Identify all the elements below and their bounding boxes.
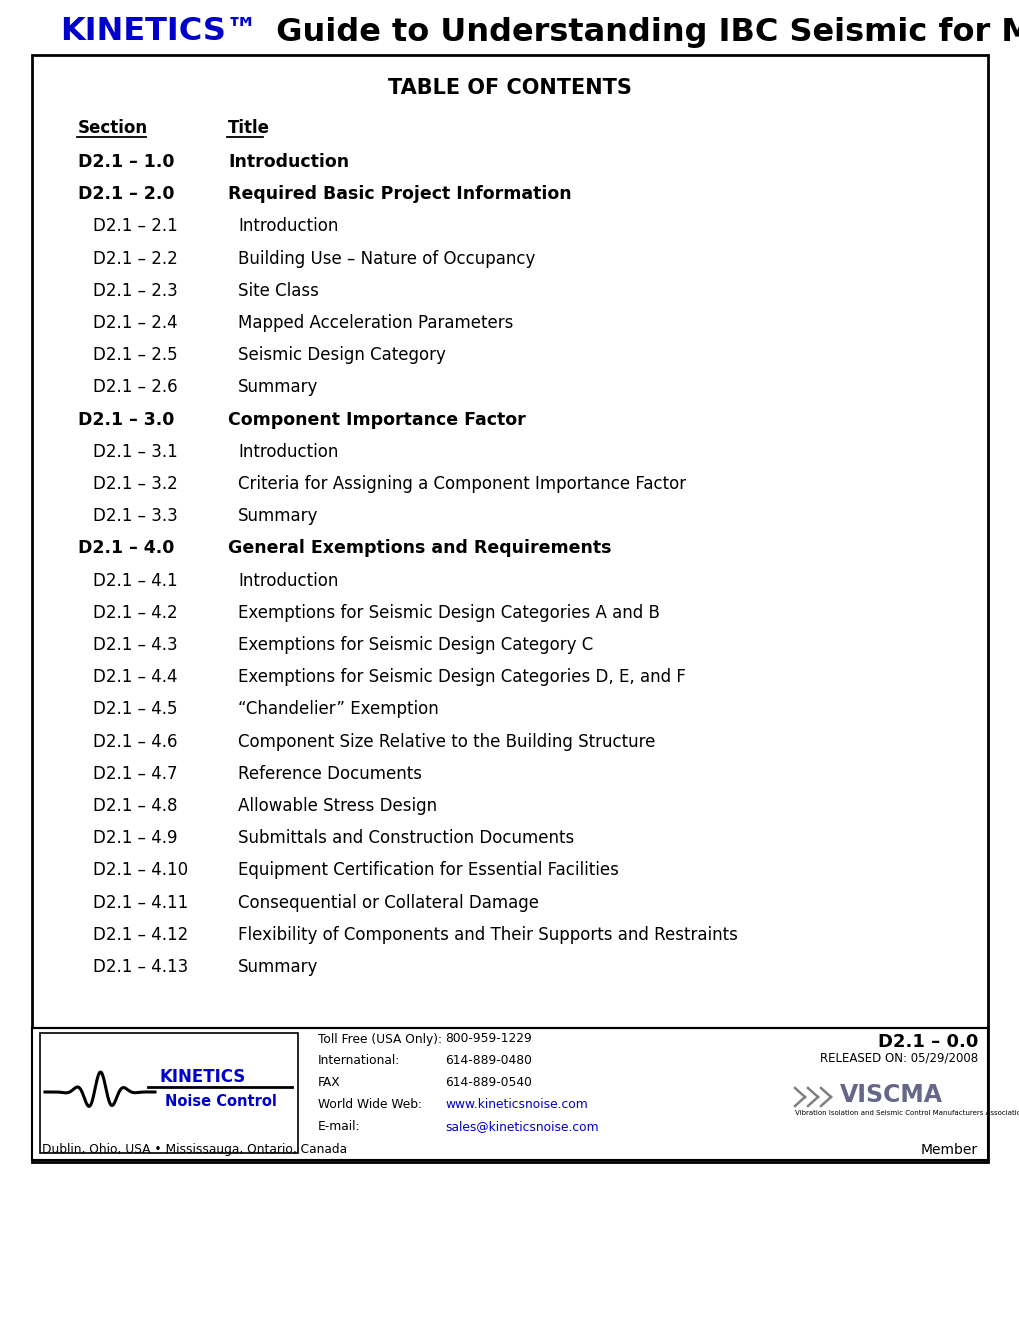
- Text: Toll Free (USA Only):: Toll Free (USA Only):: [318, 1032, 441, 1045]
- Text: Exemptions for Seismic Design Categories D, E, and F: Exemptions for Seismic Design Categories…: [237, 668, 685, 686]
- Text: TABLE OF CONTENTS: TABLE OF CONTENTS: [42, 1035, 214, 1049]
- Text: Introduction: Introduction: [237, 572, 338, 590]
- Text: International:: International:: [318, 1055, 399, 1068]
- Text: D2.1 – 4.4: D2.1 – 4.4: [93, 668, 177, 686]
- Text: TABLE OF CONTENTS: TABLE OF CONTENTS: [387, 78, 632, 98]
- Text: Summary: Summary: [237, 958, 318, 975]
- Text: Flexibility of Components and Their Supports and Restraints: Flexibility of Components and Their Supp…: [237, 925, 737, 944]
- Text: D2.1 – 4.13: D2.1 – 4.13: [93, 958, 189, 975]
- Text: D2.1 – 0.0: D2.1 – 0.0: [876, 1034, 977, 1051]
- Text: General Exemptions and Requirements: General Exemptions and Requirements: [228, 540, 611, 557]
- Text: Criteria for Assigning a Component Importance Factor: Criteria for Assigning a Component Impor…: [237, 475, 686, 492]
- Text: Introduction: Introduction: [237, 218, 338, 235]
- Text: www.kineticsnoise.com: www.kineticsnoise.com: [444, 1098, 587, 1111]
- Text: Dublin, Ohio, USA • Mississauga, Ontario, Canada: Dublin, Ohio, USA • Mississauga, Ontario…: [42, 1143, 346, 1156]
- Text: Consequential or Collateral Damage: Consequential or Collateral Damage: [237, 894, 538, 912]
- Text: Submittals and Construction Documents: Submittals and Construction Documents: [237, 829, 574, 847]
- Text: Site Class: Site Class: [237, 281, 319, 300]
- Text: D2.1 – 2.0: D2.1 – 2.0: [77, 185, 174, 203]
- Text: Introduction: Introduction: [237, 442, 338, 461]
- Text: E-mail:: E-mail:: [318, 1121, 360, 1134]
- Text: D2.1 – 2.3: D2.1 – 2.3: [93, 281, 177, 300]
- Text: D2.1 – 2.5: D2.1 – 2.5: [93, 346, 177, 364]
- Text: 614-889-0480: 614-889-0480: [444, 1055, 531, 1068]
- Text: Reference Documents: Reference Documents: [237, 764, 422, 783]
- Text: D2.1 – 4.9: D2.1 – 4.9: [93, 829, 177, 847]
- Text: D2.1 – 2.2: D2.1 – 2.2: [93, 249, 177, 268]
- Text: FAX: FAX: [318, 1077, 340, 1089]
- Text: D2.1 – 2.4: D2.1 – 2.4: [93, 314, 177, 333]
- Text: D2.1 – 4.0: D2.1 – 4.0: [77, 540, 174, 557]
- Text: Required Basic Project Information: Required Basic Project Information: [228, 185, 571, 203]
- Text: Guide to Understanding IBC Seismic for MEP: Guide to Understanding IBC Seismic for M…: [265, 16, 1019, 48]
- Text: sales@kineticsnoise.com: sales@kineticsnoise.com: [444, 1121, 598, 1134]
- Text: Equipment Certification for Essential Facilities: Equipment Certification for Essential Fa…: [237, 862, 619, 879]
- Text: D2.1 – 4.3: D2.1 – 4.3: [93, 636, 177, 653]
- Text: RELEASED ON: 05/29/2008: RELEASED ON: 05/29/2008: [819, 1052, 977, 1064]
- Text: D2.1 – 2.6: D2.1 – 2.6: [93, 379, 177, 396]
- Text: D2.1 – 4.7: D2.1 – 4.7: [93, 764, 177, 783]
- Text: Summary: Summary: [237, 379, 318, 396]
- Text: Building Use – Nature of Occupancy: Building Use – Nature of Occupancy: [237, 249, 535, 268]
- Text: D2.1 – 4.5: D2.1 – 4.5: [93, 701, 177, 718]
- Bar: [32, 1028, 987, 1160]
- Text: D2.1 – 4.11: D2.1 – 4.11: [93, 894, 189, 912]
- Text: KINETICS: KINETICS: [160, 1068, 246, 1086]
- Text: Vibration Isolation and Seismic Control Manufacturers Association: Vibration Isolation and Seismic Control …: [794, 1110, 1019, 1115]
- Text: D2.1 – 4.10: D2.1 – 4.10: [93, 862, 187, 879]
- Text: Section: Section: [77, 119, 148, 137]
- Text: Noise Control: Noise Control: [165, 1094, 276, 1110]
- Text: D2.1 – 4.2: D2.1 – 4.2: [93, 603, 177, 622]
- Text: PAGE 1 of 3: PAGE 1 of 3: [42, 1052, 137, 1067]
- Text: D2.1 – 3.3: D2.1 – 3.3: [93, 507, 177, 525]
- Text: D2.1 – 4.12: D2.1 – 4.12: [93, 925, 189, 944]
- Text: Introduction: Introduction: [228, 153, 348, 172]
- Text: D2.1 – 3.1: D2.1 – 3.1: [93, 442, 177, 461]
- Text: Component Importance Factor: Component Importance Factor: [228, 411, 525, 429]
- Bar: [32, 55, 987, 1162]
- Text: 614-889-0540: 614-889-0540: [444, 1077, 531, 1089]
- Text: VISCMA: VISCMA: [840, 1082, 943, 1107]
- Text: Title: Title: [228, 119, 270, 137]
- Text: D2.1 – 3.2: D2.1 – 3.2: [93, 475, 177, 492]
- Text: D2.1 – 2.1: D2.1 – 2.1: [93, 218, 177, 235]
- Text: D2.1 – 4.1: D2.1 – 4.1: [93, 572, 177, 590]
- Text: Exemptions for Seismic Design Categories A and B: Exemptions for Seismic Design Categories…: [237, 603, 659, 622]
- Text: “Chandelier” Exemption: “Chandelier” Exemption: [237, 701, 438, 718]
- Text: 800-959-1229: 800-959-1229: [444, 1032, 531, 1045]
- Text: Summary: Summary: [237, 507, 318, 525]
- Text: D2.1 – 3.0: D2.1 – 3.0: [77, 411, 174, 429]
- Text: World Wide Web:: World Wide Web:: [318, 1098, 422, 1111]
- Text: D2.1 – 4.8: D2.1 – 4.8: [93, 797, 177, 814]
- Text: D2.1 – 1.0: D2.1 – 1.0: [77, 153, 174, 172]
- Text: Allowable Stress Design: Allowable Stress Design: [237, 797, 437, 814]
- Text: Mapped Acceleration Parameters: Mapped Acceleration Parameters: [237, 314, 513, 333]
- Text: D2.1 – 4.6: D2.1 – 4.6: [93, 733, 177, 751]
- Bar: [40, 1034, 298, 1152]
- Text: Member: Member: [920, 1143, 977, 1158]
- Text: Exemptions for Seismic Design Category C: Exemptions for Seismic Design Category C: [237, 636, 593, 653]
- Text: Component Size Relative to the Building Structure: Component Size Relative to the Building …: [237, 733, 655, 751]
- Text: Seismic Design Category: Seismic Design Category: [237, 346, 445, 364]
- Text: KINETICS™: KINETICS™: [60, 16, 258, 48]
